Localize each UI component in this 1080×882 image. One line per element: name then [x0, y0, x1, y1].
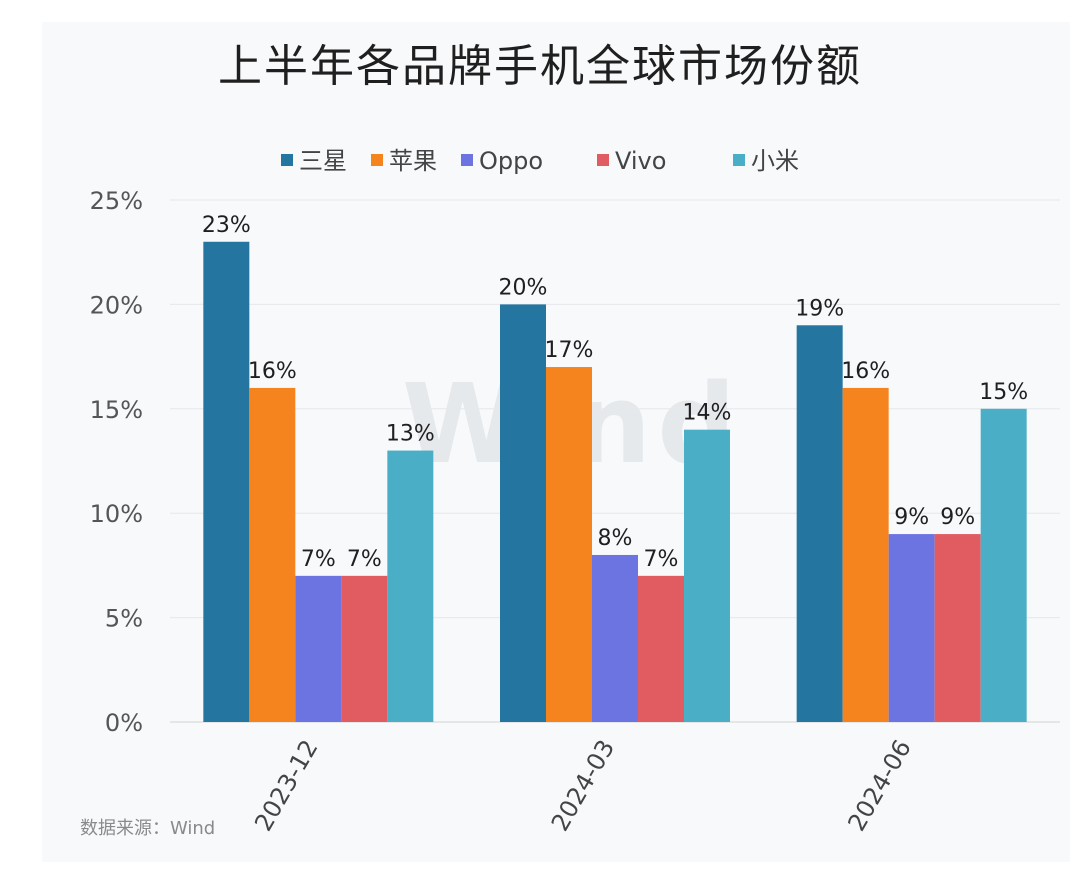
bar — [980, 408, 1027, 722]
legend-label: Vivo — [615, 147, 666, 175]
bar — [341, 575, 388, 722]
bar — [684, 429, 730, 722]
data-label: 16% — [248, 359, 297, 384]
data-label: 7% — [301, 547, 336, 572]
data-label: 14% — [683, 401, 732, 426]
legend-swatch — [371, 154, 383, 166]
data-label: 7% — [644, 547, 679, 572]
bar — [796, 325, 843, 722]
legend-label: 三星 — [299, 147, 347, 175]
legend-label: Oppo — [479, 147, 543, 175]
data-label: 17% — [545, 338, 594, 363]
bar — [249, 387, 296, 722]
legend-label: 小米 — [751, 147, 799, 175]
bar — [638, 575, 684, 722]
y-tick-label: 15% — [90, 396, 143, 424]
data-label: 15% — [979, 380, 1028, 405]
bar — [295, 575, 342, 722]
data-label: 19% — [795, 296, 844, 321]
x-tick-label: 2024-03 — [546, 735, 620, 836]
data-label: 13% — [386, 422, 435, 447]
x-tick-label: 2024-06 — [842, 735, 916, 836]
y-tick-label: 0% — [105, 709, 143, 737]
bar — [203, 241, 250, 722]
bar — [934, 534, 981, 722]
legend-label: 苹果 — [389, 147, 437, 175]
y-tick-label: 10% — [90, 500, 143, 528]
data-label: 16% — [841, 359, 890, 384]
bar — [387, 450, 434, 722]
data-label: 8% — [598, 526, 633, 551]
data-label: 23% — [202, 213, 251, 238]
legend-swatch — [281, 154, 293, 166]
legend-swatch — [461, 154, 473, 166]
bar — [500, 304, 546, 722]
bar — [888, 534, 935, 722]
legend-swatch — [597, 154, 609, 166]
y-tick-label: 5% — [105, 605, 143, 633]
bar — [592, 554, 638, 722]
y-tick-label: 25% — [90, 187, 143, 215]
legend-swatch — [733, 154, 745, 166]
x-tick-label: 2023-12 — [249, 735, 323, 836]
y-tick-label: 20% — [90, 291, 143, 319]
data-label: 20% — [499, 275, 548, 300]
data-label: 9% — [894, 505, 929, 530]
data-label: 9% — [940, 505, 975, 530]
data-source-note: 数据来源：Wind — [80, 818, 216, 839]
bar — [842, 387, 889, 722]
chart-title: 上半年各品牌手机全球市场份额 — [218, 41, 862, 92]
data-label: 7% — [347, 547, 382, 572]
bar — [546, 367, 592, 722]
